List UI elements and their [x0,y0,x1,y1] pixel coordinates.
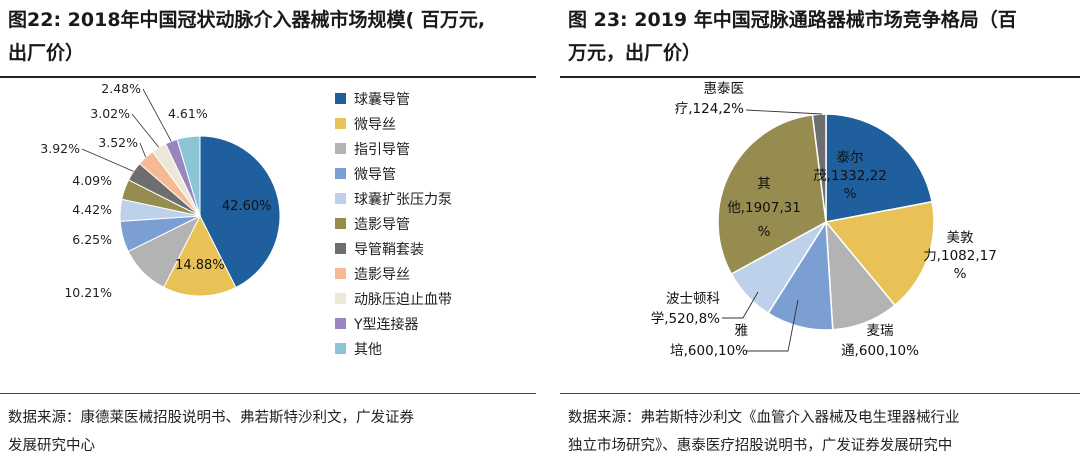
right-pie-leader-line [745,109,823,115]
left-pie-slice-10 [176,135,201,217]
legend-swatch [335,193,346,204]
legend-swatch [335,293,346,304]
right-pie-data-label: 麦瑞 [867,323,894,339]
left-pie-chart: 42.60% 14.88% 10.21% 6.25% 4.42% 4.09% 3.92% 3.… [40,81,281,300]
left-pie-data-label: 4.61% [168,106,208,121]
legend-swatch [335,168,346,179]
legend-label: 球囊导管 [354,91,410,108]
left-figure-panel: 图22: 2018年中国冠状动脉介入器械市场规模( 百万元, 出厂价） 42.6… [0,0,536,473]
left-pie-data-label: 4.42% [72,202,112,217]
legend-item: Y型连接器 [335,311,452,336]
legend-label: 造影导管 [354,216,410,233]
left-pie-data-label: 3.92% [40,141,80,156]
left-pie-data-label: 3.52% [98,135,138,150]
left-pie-data-label: 2.48% [101,81,141,96]
legend-label: 其他 [354,341,382,358]
legend-swatch [335,93,346,104]
left-pie-leader-line [139,142,147,158]
right-pie-data-label: 泰尔 [837,150,864,166]
left-pie-data-label: 3.02% [90,106,130,121]
right-figure-title: 图 23: 2019 年中国冠脉通路器械市场竞争格局（百 万元，出厂价） [568,4,1074,70]
right-pie-leader-line [746,299,799,352]
left-pie-data-label: 4.09% [72,173,112,188]
legend-item: 球囊导管 [335,86,452,111]
right-pie-data-label: 疗,124,2% [675,101,744,117]
legend-item: 指引导管 [335,136,452,161]
right-pie-data-label: % [758,224,771,240]
left-pie-slice-0 [199,135,281,289]
left-pie-leader-line [131,113,160,148]
legend-label: 动脉压迫止血带 [354,291,452,308]
right-pie-data-label: 力,1082,17 [923,248,997,264]
left-title-line1: 图22: 2018年中国冠状动脉介入器械市场规模( 百万元, [8,9,486,31]
legend-label: 微导管 [354,166,396,183]
right-pie-data-label: 雅 [735,323,749,339]
legend-label: 球囊扩张压力泵 [354,191,452,208]
legend-swatch [335,118,346,129]
legend-label: Y型连接器 [354,316,419,333]
right-bottom-rule [560,393,1080,394]
right-pie-data-label: 通,600,10% [841,343,919,359]
right-source-note: 数据来源：弗若斯特沙利文《血管介入器械及电生理器械行业 独立市场研究》、惠泰医疗… [568,404,1072,460]
legend-item: 球囊扩张压力泵 [335,186,452,211]
left-source-line1: 数据来源：康德莱医械招股说明书、弗若斯特沙利文，广发证券 [8,410,414,426]
right-pie-slice-1 [824,200,935,307]
right-title-line1: 图 23: 2019 年中国冠脉通路器械市场竞争格局（百 [568,9,1017,31]
right-pie-data-label: % [844,186,857,202]
legend-swatch [335,318,346,329]
right-pie-leader-line [722,291,759,319]
right-top-rule [560,76,1080,78]
left-pie-data-label: 10.21% [64,285,112,300]
legend-item: 导管鞘套装 [335,236,452,261]
right-source-line2: 独立市场研究》、惠泰医疗招股说明书，广发证券发展研究中 [568,438,953,454]
legend-label: 造影导丝 [354,266,410,283]
right-pie-slice-5 [717,114,827,276]
left-pie-leader-line [142,88,172,142]
left-title-line2: 出厂价） [8,42,85,64]
left-legend: 球囊导管微导丝指引导管微导管球囊扩张压力泵 造影导管导管鞘套装造影导丝动脉压迫止血… [335,86,452,361]
right-pie-data-label: % [954,266,967,282]
left-source-line2: 发展研究中心 [8,438,95,454]
left-pie-data-label: 6.25% [72,232,112,247]
legend-swatch [335,268,346,279]
legend-item: 微导丝 [335,111,452,136]
left-bottom-rule [0,393,536,394]
right-source-line1: 数据来源：弗若斯特沙利文《血管介入器械及电生理器械行业 [568,410,960,426]
left-pie-data-label: 42.60% [222,199,272,214]
legend-item: 微导管 [335,161,452,186]
legend-label: 指引导管 [354,141,410,158]
legend-swatch [335,218,346,229]
right-pie-slice-0 [825,113,933,223]
right-pie-data-label: 美敦 [947,230,975,246]
right-pie-data-label: 培,600,10% [670,343,748,359]
right-pie-data-label: 茂,1332,22 [813,167,887,184]
right-pie-data-label: 学,520,8% [651,311,720,327]
legend-label: 微导丝 [354,116,396,133]
legend-label: 导管鞘套装 [354,241,424,258]
legend-item: 造影导管 [335,211,452,236]
right-figure-panel: 图 23: 2019 年中国冠脉通路器械市场竞争格局（百 万元，出厂价） 泰尔茂… [560,0,1080,473]
left-figure-title: 图22: 2018年中国冠状动脉介入器械市场规模( 百万元, 出厂价） [8,4,530,70]
right-pie-chart: 泰尔茂,1332,22% 美敦力,1082,17% 麦瑞通,600,10% 雅培,60… [651,81,997,359]
left-pie-slice-1 [163,214,237,297]
left-pie-leader-line [81,148,134,172]
right-pie-data-label: 波士顿科 [666,291,720,307]
left-source-note: 数据来源：康德莱医械招股说明书、弗若斯特沙利文，广发证券 发展研究中心 [8,404,528,460]
legend-swatch [335,343,346,354]
legend-item: 其他 [335,336,452,361]
legend-swatch [335,243,346,254]
legend-item: 动脉压迫止血带 [335,286,452,311]
left-pie-data-label: 14.88% [175,258,225,273]
left-top-rule [0,76,536,78]
legend-swatch [335,143,346,154]
right-pie-data-label: 惠泰医 [704,81,745,97]
legend-item: 造影导丝 [335,261,452,286]
right-pie-data-label: 其 [757,176,771,192]
right-title-line2: 万元，出厂价） [568,42,702,64]
right-pie-data-label: 他,1907,31 [727,200,801,216]
